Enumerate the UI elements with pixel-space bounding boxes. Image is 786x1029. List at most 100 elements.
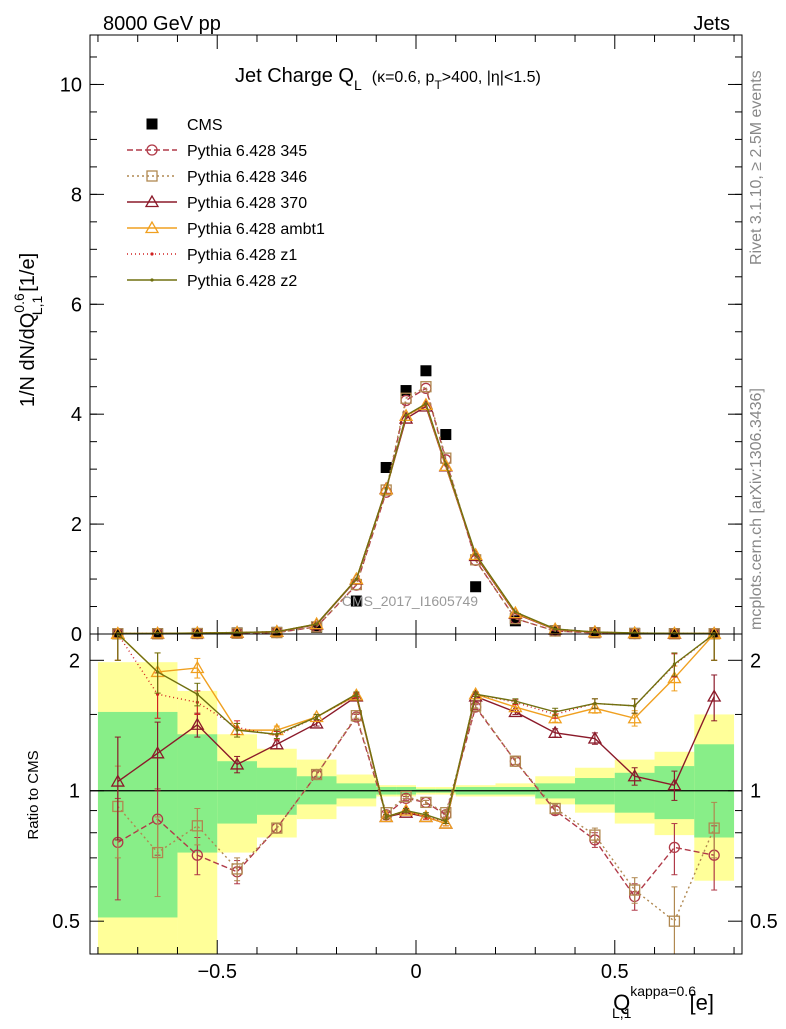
ratio-point: [271, 822, 283, 834]
ratio-point: [384, 815, 388, 819]
legend-marker: [146, 170, 158, 182]
data-point: [438, 458, 453, 471]
data-point: [474, 552, 478, 556]
ratio-point: [672, 662, 677, 666]
watermark: CMS_2017_I1605749: [342, 593, 478, 609]
ratio-point: [667, 777, 682, 791]
ratio-point: [235, 728, 239, 732]
legend-label: Pythia 6.428 z2: [187, 273, 297, 290]
legend-label: Pythia 6.428 z1: [187, 247, 297, 264]
ratio-ytick-label-right: 1: [750, 781, 761, 803]
xlabel-main: Q: [613, 990, 630, 1015]
ylabel-sup: 0.6: [11, 293, 27, 313]
ratio-point: [420, 796, 432, 809]
ratio-point: [110, 774, 125, 787]
title-main: Jet Charge Q: [235, 65, 354, 87]
title-cuts-rest: >400, |η|<1.5): [442, 69, 541, 86]
data-point: [440, 429, 452, 441]
legend-item: CMS: [146, 117, 223, 134]
ratio-point: [151, 846, 164, 859]
ratio-point: [508, 699, 523, 713]
main-ytick-label: 10: [60, 74, 82, 96]
ratio-point: [315, 715, 319, 719]
ratio-point: [190, 717, 205, 730]
ratio-series-pythia-6-428-z2: [114, 634, 718, 825]
ratio-frame: [89, 633, 743, 955]
legend-item: Pythia 6.428 346: [127, 169, 307, 186]
ratio-point: [191, 849, 203, 861]
ratio-point: [155, 670, 160, 674]
legend-marker: [146, 144, 158, 156]
ratio-point: [548, 710, 563, 724]
legend-marker: [150, 278, 154, 282]
header-left: 8000 GeV pp: [103, 13, 221, 35]
data-point: [513, 610, 517, 614]
legend-item: Pythia 6.428 z1: [127, 247, 297, 264]
main-ytick-label: 8: [71, 184, 82, 206]
data-point: [379, 482, 394, 495]
ratio-point: [468, 686, 483, 700]
data-point: [420, 381, 432, 393]
data-point: [424, 402, 428, 406]
ratio-point: [627, 768, 642, 782]
data-point: [398, 408, 414, 421]
data-point: [470, 581, 482, 593]
data-point: [400, 392, 412, 404]
data-point: [235, 630, 239, 635]
xlabel-sup: kappa=0.6: [630, 983, 696, 999]
ratio-line: [117, 634, 715, 825]
ratio-point: [309, 709, 324, 723]
data-point: [444, 462, 448, 466]
data-point: [155, 631, 160, 635]
legend-label: Pythia 6.428 346: [187, 169, 307, 186]
mcplots-label: mcplots.cern.ch [arXiv:1306.3436]: [748, 388, 765, 630]
ratio-point: [195, 692, 199, 696]
ratio-point: [231, 863, 243, 875]
data-point: [404, 413, 408, 417]
legend-item: Pythia 6.428 345: [127, 143, 307, 160]
ratio-point: [444, 819, 448, 823]
data-point: [384, 487, 388, 491]
data-point: [400, 385, 412, 397]
ylabel-text: 1/N dN/dQ: [17, 313, 39, 407]
ratio-point: [438, 816, 453, 829]
legend: CMS Pythia 6.428 345 Pythia 6.428 346 Pythi…: [127, 117, 325, 290]
ratio-ytick-label-right: 0.5: [750, 911, 778, 933]
chart-title: Jet Charge QL (κ=0.6, pT>400, |η|<1.5): [235, 65, 541, 93]
data-point: [350, 595, 362, 607]
ratio-point: [707, 689, 722, 702]
main-axes: 0 2 4 6 8 10: [60, 35, 742, 646]
data-point: [150, 626, 165, 639]
ratio-ytick-label: 2: [69, 650, 80, 672]
main-series-group: [110, 365, 722, 640]
ratio-point: [633, 704, 637, 708]
ratio-point: [587, 700, 603, 714]
ratio-ylabel: Ratio to CMS: [25, 750, 42, 839]
ratio-point: [587, 731, 603, 744]
ratio-point: [708, 822, 720, 834]
ylabel-sub: L,1: [29, 296, 45, 316]
legend-marker: [150, 252, 154, 256]
data-point: [553, 627, 557, 631]
ratio-point: [404, 808, 408, 813]
ratio-point: [668, 915, 681, 927]
legend-label: Pythia 6.428 370: [187, 195, 307, 212]
ratio-line: [117, 634, 715, 823]
data-point: [309, 616, 324, 630]
ratio-point: [424, 813, 428, 817]
ratio-bands: [97, 662, 735, 954]
legend-marker: [144, 220, 160, 234]
ratio-point: [474, 692, 478, 696]
ratio-point: [513, 699, 517, 703]
ratio-point: [190, 660, 205, 674]
ratio-line: [117, 705, 715, 898]
ratio-point: [668, 841, 681, 854]
main-ytick-label: 4: [71, 404, 82, 426]
data-point: [420, 365, 432, 377]
ratio-point: [627, 710, 642, 724]
ratio-point: [629, 884, 641, 896]
data-point: [380, 461, 392, 473]
data-point: [593, 630, 597, 634]
title-cuts-sub: T: [434, 78, 442, 92]
